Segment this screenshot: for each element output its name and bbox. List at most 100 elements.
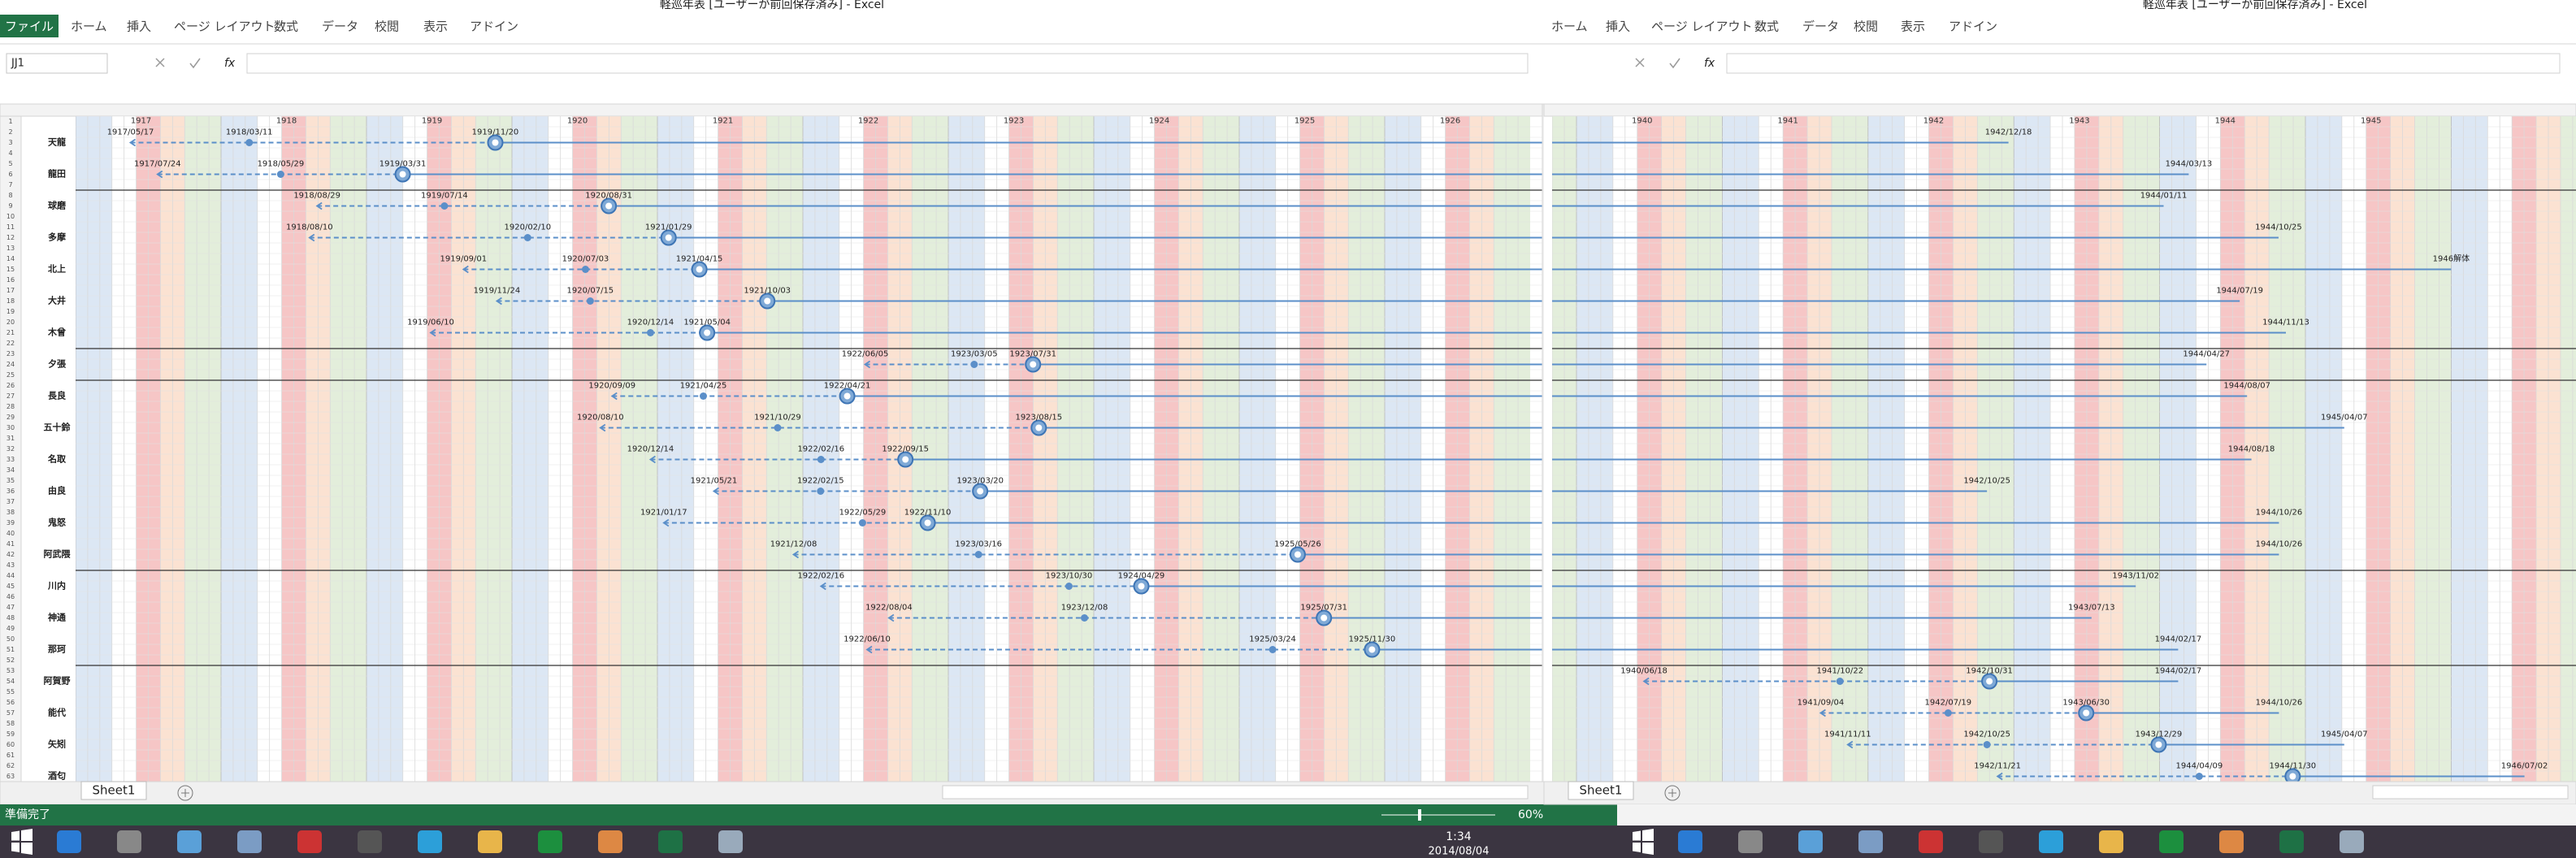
start-button[interactable] [1633,829,1654,855]
month-column [2098,116,2111,782]
taskbar-icon[interactable] [1738,830,1763,853]
commission-core [704,329,711,336]
ribbon-tab[interactable]: ホーム [1551,20,1588,34]
ribbon-tab[interactable]: 数式 [274,20,298,34]
taskbar-icon[interactable] [2219,830,2244,853]
h-scrollbar[interactable] [2372,785,2569,800]
sheet-tab-label[interactable]: Sheet1 [93,783,136,798]
add-sheet[interactable] [1664,785,1680,801]
ribbon-tab[interactable]: 表示 [1901,20,1925,34]
enter-icon[interactable] [1669,58,1680,69]
date-label: 1921/10/03 [744,287,791,296]
taskbar-icon[interactable] [2099,830,2123,853]
ribbon-tab[interactable]: 表示 [423,20,448,34]
status-bar-right [1617,804,2576,826]
file-tab-label[interactable]: ファイル [5,20,54,34]
date-label: 1944/04/09 [2176,762,2223,771]
ribbon-tab[interactable]: ホーム [71,20,107,34]
enter-icon[interactable] [189,58,201,69]
taskbar-icon[interactable] [237,830,262,853]
add-sheet[interactable] [177,785,193,801]
taskbar-icon[interactable] [1798,830,1823,853]
taskbar-icon[interactable] [418,830,442,853]
date-label: 1922/06/10 [843,635,891,644]
ribbon-tab[interactable]: データ [1802,20,1839,34]
date-label: 1920/08/10 [577,414,624,422]
date-label: 1921/10/29 [754,414,801,422]
month-column [318,116,331,782]
sheet-tab[interactable] [1568,781,1634,800]
taskbar-icon[interactable] [1919,830,1943,853]
ribbon-tab[interactable]: ページ レイアウト [174,20,275,34]
row-number: 56 [7,699,15,706]
taskbar-icon[interactable] [117,830,141,853]
month-column [912,116,925,782]
taskbar-icon[interactable] [718,830,743,853]
start-button[interactable] [11,829,33,855]
month-column [269,116,282,782]
taskbar-icon[interactable] [1678,830,1702,853]
row-number: 53 [7,667,15,674]
commission-core [1368,646,1376,653]
sheet-tab-label[interactable]: Sheet1 [1580,783,1623,798]
month-column [1408,116,1421,782]
taskbar-icon[interactable] [2279,830,2304,853]
formula-input[interactable] [1726,53,2561,74]
month-column [2086,116,2099,782]
mid-dot [276,171,284,178]
month-column [1069,116,1082,782]
mid-dot [1081,614,1089,622]
taskbar-icon[interactable] [1858,830,1883,853]
taskbar-icon[interactable] [2159,830,2184,853]
taskbar-icon[interactable] [478,830,502,853]
month-column [2257,116,2270,782]
add-sheet-plus [1668,789,1676,797]
ribbon-tab[interactable]: 数式 [1754,20,1779,34]
ribbon-tab[interactable]: ページ レイアウト [1651,20,1752,34]
ribbon-tab[interactable]: アドイン [470,20,518,34]
sheet-tab[interactable] [80,781,147,800]
h-scrollbar[interactable] [942,785,1529,800]
taskbar-icon[interactable] [2340,830,2364,853]
ship-name: 大井 [48,295,66,306]
formula-input[interactable] [246,53,1529,74]
taskbar-icon[interactable] [658,830,683,853]
taskbar-icon[interactable] [57,830,81,853]
ribbon-tab[interactable]: 校閲 [375,20,399,34]
date-label: 1917/05/17 [107,128,154,137]
zoom-thumb[interactable] [1418,809,1421,821]
month-column [1710,116,1723,782]
ship-name: 多摩 [48,232,67,243]
name-box-text[interactable]: JJ1 [11,58,24,70]
ribbon-tab[interactable]: アドイン [1949,20,1997,34]
mid-dot [1944,709,1952,717]
commission-core [1986,678,1993,685]
taskbar-icon[interactable] [598,830,622,853]
taskbar-icon[interactable] [2039,830,2063,853]
ribbon-tab[interactable]: 挿入 [127,20,151,34]
cancel-icon[interactable] [1635,58,1645,67]
taskbar-icon[interactable] [297,830,322,853]
date-label: 1920/07/15 [567,287,614,296]
row-number: 24 [7,361,15,368]
ribbon-tab[interactable]: 挿入 [1606,20,1630,34]
cancel-icon[interactable] [155,58,165,67]
start-arrow [1996,772,2003,781]
month-column [1190,116,1203,782]
date-label: 1924/04/29 [1118,572,1165,581]
row-number: 23 [7,350,15,358]
ribbon-tab[interactable]: 校閲 [1854,20,1878,34]
year-label: 1922 [858,117,878,126]
fx-button[interactable]: fx [224,57,236,70]
taskbar-icon[interactable] [538,830,562,853]
end-label: 1946解体 [2433,254,2470,264]
name-box[interactable] [6,53,108,74]
file-tab[interactable] [0,15,59,37]
fx-button[interactable]: fx [1704,57,1715,70]
taskbar-icon[interactable] [177,830,202,853]
taskbar-icon[interactable] [1979,830,2003,853]
mid-dot [1983,741,1991,748]
ribbon-tab[interactable]: データ [322,20,358,34]
taskbar-icon[interactable] [358,830,382,853]
